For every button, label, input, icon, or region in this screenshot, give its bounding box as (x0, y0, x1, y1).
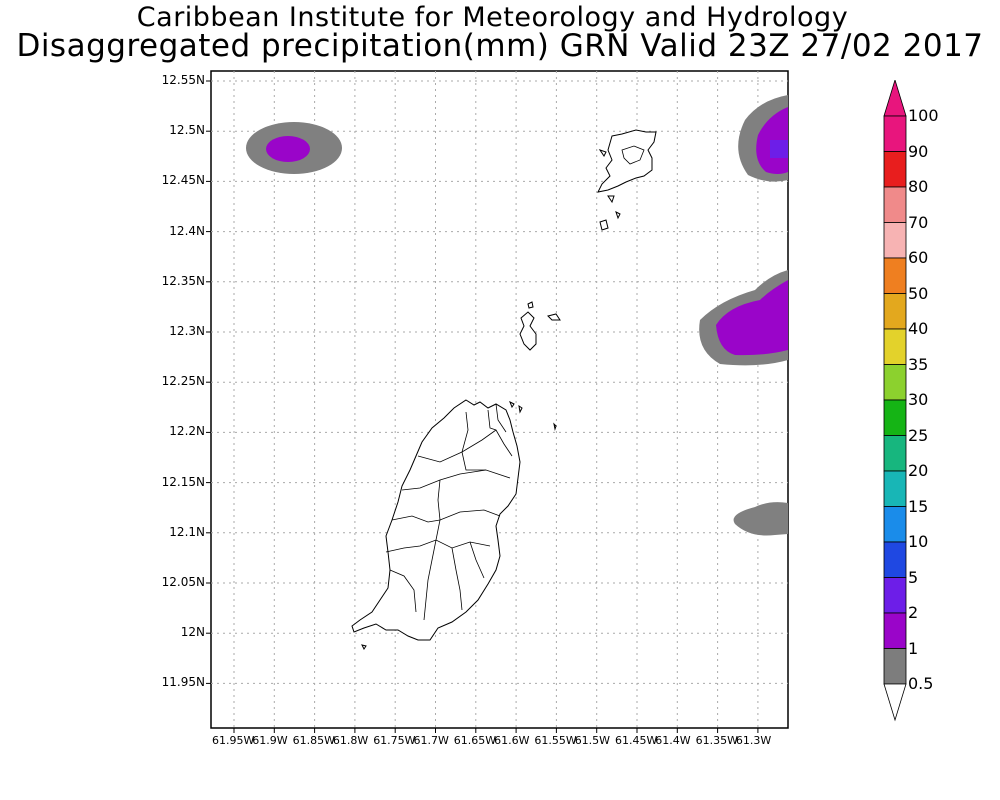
grenada-islets (361, 400, 557, 650)
lon-tick-label: 61.85W (292, 734, 335, 747)
colorbar-swatch (883, 222, 907, 259)
colorbar-level-label: 10 (908, 532, 929, 551)
grenada-island (351, 399, 521, 641)
colorbar-level-label: 30 (908, 390, 929, 409)
lat-tick-label: 12.45N (161, 173, 205, 188)
lat-tick-label: 12.2N (169, 424, 205, 439)
colorbar-swatch (883, 577, 907, 614)
colorbar-swatch (883, 364, 907, 401)
colorbar-level-label: 90 (908, 141, 929, 161)
lon-tick-label: 61.4W (655, 734, 691, 747)
map-frame (210, 70, 789, 729)
precip-cell-east (699, 270, 788, 366)
lon-tick-label: 61.95W (212, 734, 255, 747)
colorbar-level-label: 50 (908, 283, 929, 303)
precip-cell-northeast (738, 95, 788, 182)
lon-tick-label: 61.45W (615, 734, 658, 747)
lat-tick-label: 12.3N (169, 324, 205, 338)
lon-tick-label: 61.75W (373, 734, 416, 747)
colorbar-swatch (883, 257, 907, 294)
lon-tick-label: 61.7W (413, 734, 449, 747)
lat-tick-label: 12.1N (169, 524, 205, 539)
colorbar-level-label: 40 (908, 319, 929, 338)
colorbar-swatch (883, 293, 907, 330)
colorbar-swatch (883, 541, 907, 578)
colorbar-level-label: 35 (908, 354, 929, 374)
lon-tick-label: 61.65W (453, 734, 497, 747)
colorbar-level-label: 100 (908, 106, 939, 125)
lat-tick-label: 12.5N (169, 123, 205, 138)
lat-tick-label: 12.25N (161, 374, 205, 389)
lon-tick-label: 61.9W (252, 734, 288, 747)
lon-tick-label: 61.5W (574, 734, 611, 747)
lat-tick-label: 11.95N (161, 675, 205, 690)
colorbar-level-label: 70 (908, 212, 929, 232)
colorbar-swatch (883, 151, 907, 188)
colorbar-swatch (883, 435, 907, 472)
lon-tick-label: 61.3W (735, 734, 772, 747)
lon-tick-label: 61.6W (494, 734, 530, 747)
colorbar-swatch (883, 612, 907, 649)
colorbar-swatch (883, 506, 907, 543)
petite-martinique-island (597, 129, 657, 231)
lon-tick-label: 61.8W (332, 734, 369, 747)
lat-tick-label: 12N (180, 625, 205, 640)
lat-tick-label: 12.35N (161, 273, 205, 288)
carriacou-island (519, 301, 561, 351)
axis-ticks (206, 80, 759, 733)
colorbar-swatch (883, 470, 907, 507)
lon-tick-label: 61.55W (534, 734, 577, 747)
chart-title: Caribbean Institute for Meteorology and … (136, 2, 849, 33)
colorbar-bottom-arrow (883, 683, 907, 722)
precip-cell-southeast (733, 502, 788, 536)
colorbar-level-label: 60 (908, 248, 929, 267)
colorbar-top-arrow (883, 80, 907, 117)
colorbar-level-label: 1 (908, 638, 919, 658)
lat-tick-label: 12.15N (161, 474, 205, 489)
precipitation-colorbar (883, 80, 907, 722)
colorbar-level-label: 20 (908, 461, 929, 480)
colorbar-level-label: 15 (908, 496, 929, 516)
lat-tick-label: 12.55N (161, 73, 205, 87)
colorbar-swatch (883, 399, 907, 436)
lat-tick-label: 12.05N (161, 575, 205, 589)
colorbar-swatch (883, 186, 907, 223)
precip-cell-northwest (246, 122, 342, 174)
colorbar-level-label: 2 (908, 603, 919, 622)
colorbar-level-label: 25 (908, 425, 929, 445)
colorbar-level-label: 5 (908, 567, 919, 587)
chart-subtitle: Disaggregated precipitation(mm) GRN Vali… (16, 28, 984, 64)
colorbar-level-label: 80 (908, 177, 929, 196)
colorbar-level-label: 0.5 (908, 674, 934, 693)
colorbar-swatch (883, 328, 907, 365)
lon-tick-label: 61.35W (695, 734, 738, 747)
colorbar-swatch (883, 115, 907, 152)
map-gridlines (211, 71, 788, 728)
colorbar-swatch (883, 648, 907, 685)
lat-tick-label: 12.4N (169, 223, 205, 238)
